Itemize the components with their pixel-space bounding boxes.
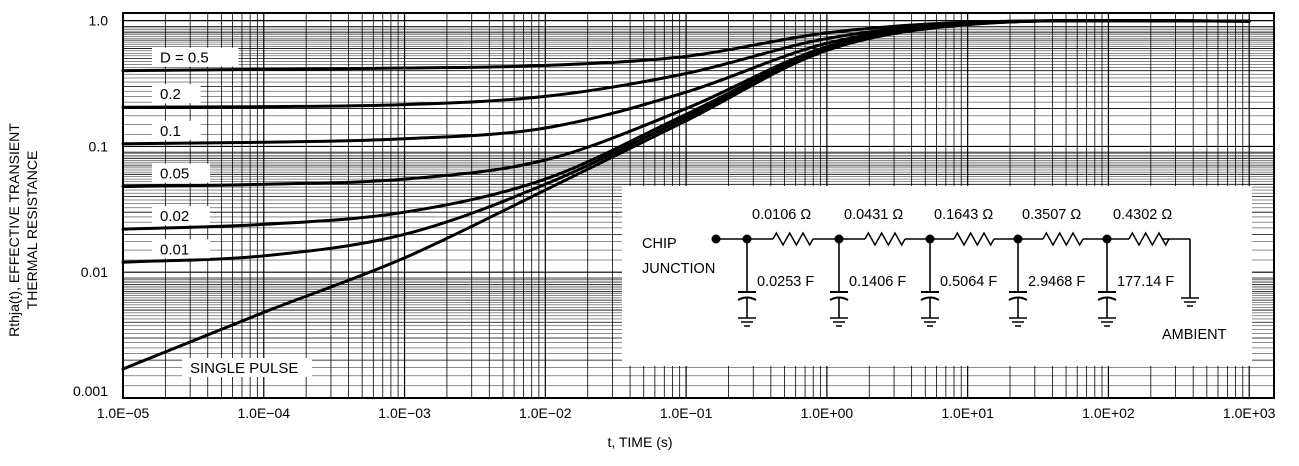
capacitor-plate-curved: [1008, 296, 1028, 301]
capacitor-plate-curved: [1097, 296, 1117, 301]
resistor-symbol: [772, 231, 814, 247]
series-label-group: 0.1: [152, 120, 201, 140]
y-axis-title-line-2: THERMAL RESISTANCE: [24, 151, 40, 310]
y-tick-label: 0.1: [89, 138, 109, 154]
series-label: 0.2: [160, 86, 181, 103]
x-tick-label: 1.0E−02: [519, 405, 572, 421]
label-layer: D = 0.5 0.2 0.1 0.05 0.02 0.01 SINGLE PULSE: [152, 47, 312, 377]
series-label-bg: [152, 239, 210, 259]
y-tick-label: 0.01: [81, 264, 108, 280]
capacitor-value-label: 0.0253 F: [757, 274, 814, 290]
y-tick-label: 1.0: [89, 13, 109, 29]
series-label: 0.02: [160, 208, 189, 225]
resistor-value-label: 0.1643 Ω: [934, 207, 993, 223]
capacitor-value-label: 2.9468 F: [1028, 274, 1085, 290]
resistor-value-label: 0.4302 Ω: [1113, 207, 1172, 223]
series-label-bg: [152, 120, 201, 140]
series-label-group: 0.2: [152, 84, 201, 104]
series-label: 0.05: [160, 166, 189, 183]
resistor-symbol: [864, 231, 906, 247]
resistor-value-label: 0.0431 Ω: [844, 207, 903, 223]
capacitor-value-label: 177.14 F: [1117, 274, 1174, 290]
capacitor-value-label: 0.5064 F: [940, 274, 997, 290]
x-tick-label: 1.0E−04: [237, 405, 290, 421]
resistor-value-label: 0.0106 Ω: [752, 207, 811, 223]
series-label-group: 0.05: [152, 163, 210, 183]
capacitor-value-label: 0.1406 F: [849, 274, 906, 290]
series-label-group: 0.01: [152, 239, 210, 259]
series-label-group: D = 0.5: [152, 47, 239, 67]
capacitor-plate-curved: [920, 296, 940, 301]
x-tick-label: 1.0E+00: [801, 405, 854, 421]
circuit-drawing: 0.0106 Ω 0.0431 Ω 0.1643 Ω 0.3507 Ω 0.4302 Ω…: [711, 207, 1199, 327]
curve-layer: [121, 19, 1251, 371]
resistor-symbol: [1128, 231, 1170, 247]
y-tick-label: 0.001: [73, 383, 108, 399]
series-line-single-pulse: [121, 19, 1251, 371]
x-tick-label: 1.0E+03: [1223, 405, 1276, 421]
plot-frame: [122, 12, 1275, 399]
series-label-group: 0.02: [152, 206, 210, 226]
x-tick-label: 1.0E+01: [941, 405, 994, 421]
resistor-symbol: [953, 231, 995, 247]
rc-network-inset: CHIP JUNCTION AMBIENT 0.0106 Ω 0.0431 Ω 0.…: [622, 186, 1252, 366]
series-label-bg: [152, 163, 210, 183]
y-axis-title-line-1: Rthja(t), EFFECTIVE TRANSIENT: [6, 123, 22, 337]
series-label: 0.01: [160, 241, 189, 258]
x-tick-label: 1.0E+02: [1082, 405, 1135, 421]
series-label-bg: [152, 206, 210, 226]
inset-background: [622, 186, 1252, 366]
capacitor-plate-curved: [829, 296, 849, 301]
capacitor-plate-curved: [737, 296, 757, 301]
series-label: 0.1: [160, 123, 181, 140]
junction-label: JUNCTION: [642, 261, 715, 277]
chip-label: CHIP: [642, 236, 677, 252]
series-label-bg: [182, 358, 312, 377]
ambient-label: AMBIENT: [1162, 327, 1227, 343]
x-tick-label: 1.0E−01: [660, 405, 713, 421]
x-axis-title: t, TIME (s): [607, 434, 672, 450]
tick-layer: 1.0E−05 1.0E−04 1.0E−03 1.0E−02 1.0E−01 1.0E+…: [73, 13, 1276, 421]
series-label: SINGLE PULSE: [190, 360, 298, 377]
resistor-symbol: [1042, 231, 1084, 247]
series-label-bg: [152, 84, 201, 104]
x-tick-label: 1.0E−05: [97, 405, 150, 421]
series-label: D = 0.5: [160, 50, 209, 67]
x-tick-label: 1.0E−03: [378, 405, 431, 421]
series-label-group: SINGLE PULSE: [182, 358, 312, 377]
resistor-value-label: 0.3507 Ω: [1022, 207, 1081, 223]
series-label-bg: [152, 47, 239, 67]
